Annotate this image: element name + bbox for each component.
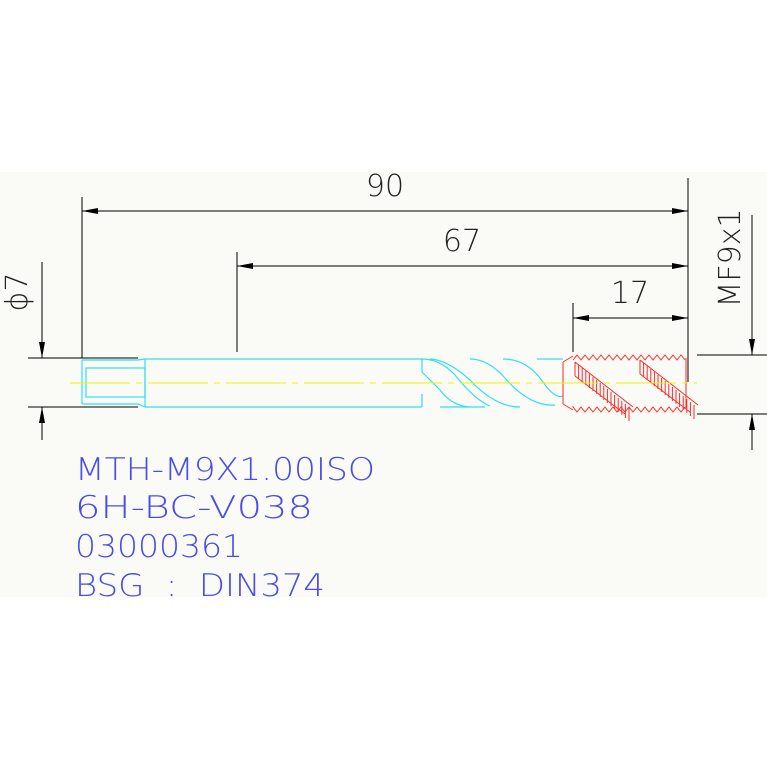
dimension-label-thread-size: MF9x1: [713, 208, 748, 307]
tap-body: [70, 354, 699, 421]
note-line-3: 03000361: [75, 529, 243, 565]
dimension-label-17: 17: [611, 276, 649, 311]
note-line-1: MTH-M9X1.00ISO: [75, 452, 375, 488]
dimension-17: 17: [572, 276, 688, 352]
dimension-90: 90: [81, 169, 689, 382]
dimension-label-67: 67: [443, 224, 481, 259]
dimension-label-90: 90: [366, 169, 404, 204]
title-block-notes: MTH-M9X1.00ISO 6H-BC-V038 03000361 BSG :…: [75, 452, 375, 604]
dimension-diameter-7: ϕ7: [0, 262, 138, 440]
shank-outline: [81, 358, 422, 408]
note-line-4: BSG : DIN374: [75, 568, 325, 604]
note-line-2: 6H-BC-V038: [75, 490, 313, 526]
flutes: [421, 358, 564, 408]
thread-section: [562, 354, 699, 421]
dimension-thread-size: MF9x1: [697, 208, 767, 450]
dimension-67: 67: [236, 224, 688, 352]
dimension-label-diameter: ϕ7: [0, 273, 35, 312]
drawing-band: [0, 172, 767, 597]
